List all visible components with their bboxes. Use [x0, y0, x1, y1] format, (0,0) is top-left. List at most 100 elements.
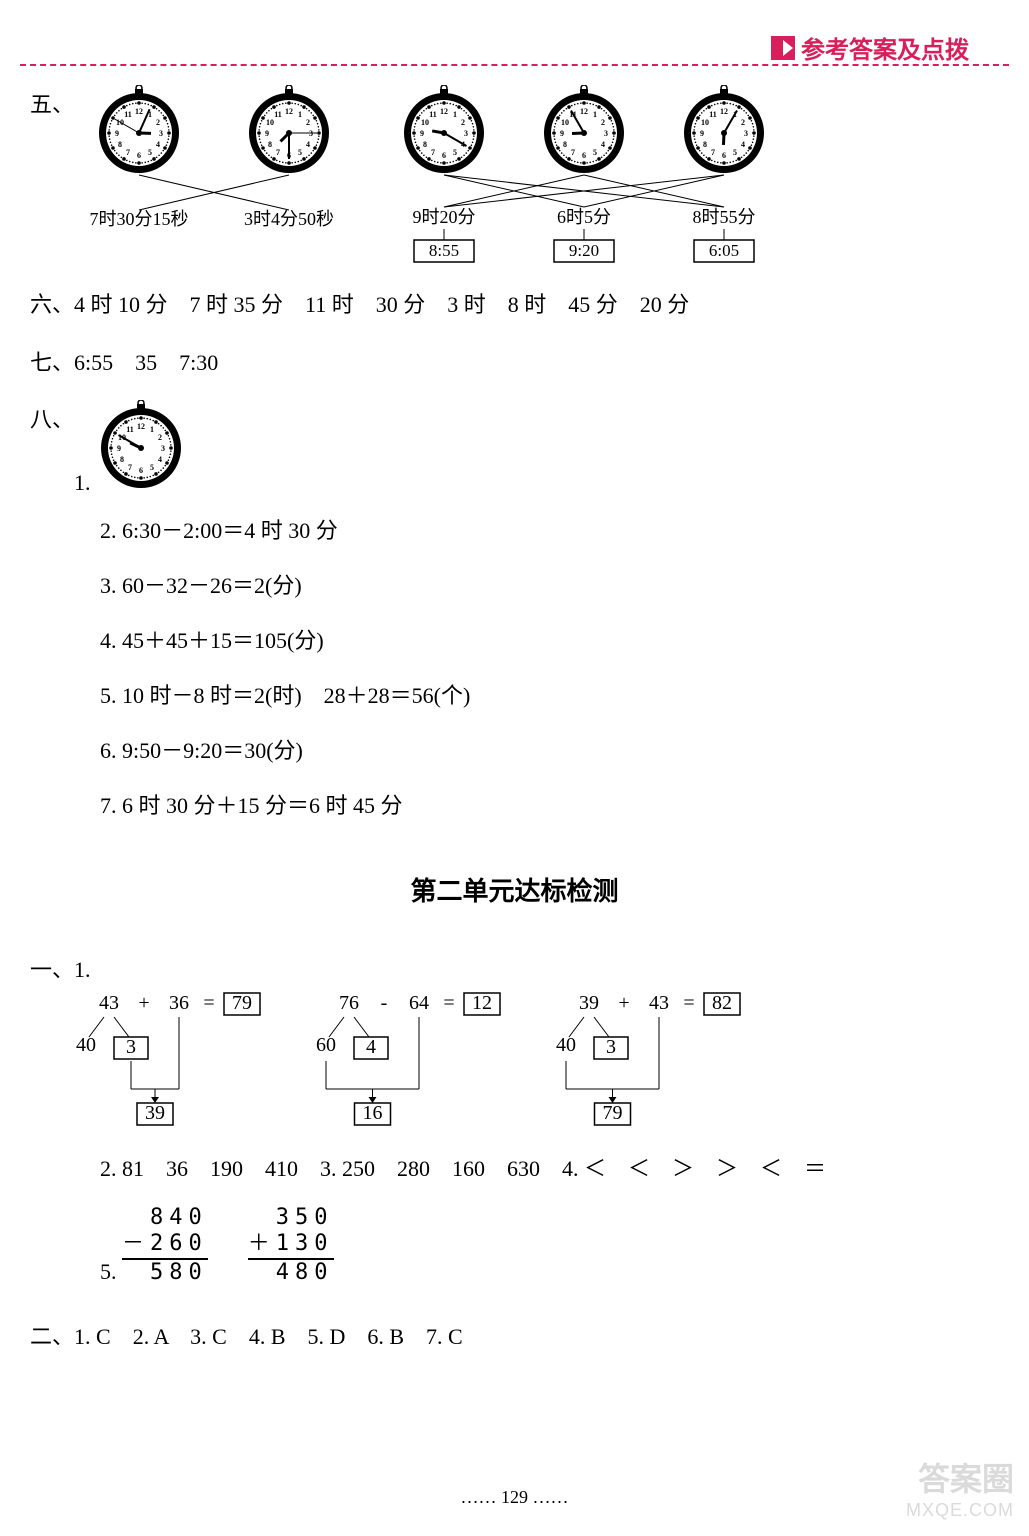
unit2-section-2-label: 二、 [30, 1324, 74, 1349]
svg-text:-: - [381, 992, 388, 1014]
svg-text:7: 7 [431, 148, 435, 157]
svg-text:4: 4 [741, 140, 745, 149]
svg-text:=: = [203, 992, 214, 1014]
unit2-section-1-sub: 2. 81 36 190 410 3. 250 280 160 630 4. ＜… [100, 1144, 999, 1297]
svg-text:76: 76 [339, 992, 359, 1014]
section-5-label: 五、 [30, 85, 74, 125]
svg-text:11: 11 [429, 110, 437, 119]
svg-text:5: 5 [733, 148, 737, 157]
svg-text:12: 12 [285, 107, 293, 116]
svg-text:4: 4 [601, 140, 605, 149]
section-8-item: 6. 9:50－9:20＝30(分) [100, 723, 999, 778]
vertical-calc: 350＋130 480 [248, 1205, 334, 1286]
svg-text:60: 60 [316, 1034, 336, 1056]
clock-cross-diagram-2: 123456789101112 123456789101112 12345678… [374, 85, 794, 265]
svg-text:9:20: 9:20 [569, 241, 599, 260]
svg-text:7: 7 [126, 148, 130, 157]
svg-text:11: 11 [709, 110, 717, 119]
section-5: 五、 123456789101112 123456789101112 7时30分… [30, 85, 999, 265]
section-6: 六、4 时 10 分 7 时 35 分 11 时 30 分 3 时 8 时 45… [30, 285, 999, 325]
svg-text:+: + [618, 992, 629, 1014]
svg-text:9时20分: 9时20分 [413, 207, 476, 227]
svg-text:3: 3 [464, 129, 468, 138]
label-g1-0: 7时30分15秒 [90, 209, 189, 229]
svg-text:8:55: 8:55 [429, 241, 459, 260]
svg-text:4: 4 [158, 455, 162, 464]
svg-text:6: 6 [722, 151, 726, 160]
svg-text:39: 39 [145, 1102, 165, 1124]
page-content: 五、 123456789101112 123456789101112 7时30分… [30, 85, 999, 1357]
clock-section8: 123456789101112 [96, 400, 186, 490]
split-problem: 43+36=7940339 [74, 989, 274, 1129]
svg-text:4: 4 [306, 140, 310, 149]
svg-text:7: 7 [571, 148, 575, 157]
svg-text:79: 79 [603, 1102, 623, 1124]
watermark-line1: 答案圈 [906, 1454, 1014, 1500]
section-8-item: 3. 60－32－26＝2(分) [100, 558, 999, 613]
svg-text:3: 3 [744, 129, 748, 138]
section-7: 七、6:55 35 7:30 [30, 343, 999, 383]
svg-text:10: 10 [266, 118, 274, 127]
svg-text:5: 5 [150, 463, 154, 472]
svg-text:6: 6 [582, 151, 586, 160]
section-8: 八、 1. 123456789101112 [30, 400, 999, 503]
svg-text:1: 1 [593, 110, 597, 119]
svg-text:=: = [443, 992, 454, 1014]
unit2-section-1: 一、 1. 43+36=794033976-64=126041639+43=82… [30, 950, 999, 1130]
section-7-label: 七、 [30, 350, 74, 375]
section-8-items: 2. 6:30－2:00＝4 时 30 分 3. 60－32－26＝2(分) 4… [100, 503, 999, 833]
svg-text:5: 5 [593, 148, 597, 157]
svg-text:1: 1 [453, 110, 457, 119]
svg-text:6: 6 [442, 151, 446, 160]
svg-text:1: 1 [298, 110, 302, 119]
svg-text:2: 2 [306, 118, 310, 127]
svg-text:6: 6 [139, 466, 143, 475]
svg-text:39: 39 [579, 992, 599, 1014]
header-title: 参考答案及点拨 [801, 30, 969, 65]
page-number: …… 129 …… [0, 1487, 1029, 1508]
svg-text:6时5分: 6时5分 [557, 207, 611, 227]
svg-text:3: 3 [159, 129, 163, 138]
svg-text:64: 64 [409, 992, 429, 1014]
svg-text:1: 1 [150, 425, 154, 434]
svg-text:9: 9 [420, 129, 424, 138]
svg-text:8: 8 [423, 140, 427, 149]
section-8-item: 7. 6 时 30 分＋15 分＝6 时 45 分 [100, 778, 999, 833]
svg-text:11: 11 [274, 110, 282, 119]
section-8-label: 八、 [30, 400, 74, 440]
svg-text:12: 12 [135, 107, 143, 116]
svg-text:11: 11 [124, 110, 132, 119]
section-8-item: 2. 6:30－2:00＝4 时 30 分 [100, 503, 999, 558]
svg-text:12: 12 [580, 107, 588, 116]
svg-text:=: = [683, 992, 694, 1014]
svg-text:9: 9 [700, 129, 704, 138]
svg-text:2: 2 [601, 118, 605, 127]
svg-text:10: 10 [421, 118, 429, 127]
clock-group-2: 123456789101112 123456789101112 12345678… [374, 85, 794, 265]
svg-text:10: 10 [561, 118, 569, 127]
svg-text:8: 8 [120, 455, 124, 464]
svg-text:4: 4 [156, 140, 160, 149]
header-divider [20, 64, 1009, 66]
svg-text:5: 5 [298, 148, 302, 157]
section-7-text: 6:55 35 7:30 [74, 350, 218, 375]
item5-label: 5. [100, 1259, 117, 1284]
item1-label: 1. [74, 957, 91, 982]
svg-text:10: 10 [701, 118, 709, 127]
svg-text:9: 9 [265, 129, 269, 138]
svg-text:7: 7 [276, 148, 280, 157]
unit2-title: 第二单元达标检测 [30, 868, 999, 915]
svg-text:2: 2 [461, 118, 465, 127]
svg-text:12: 12 [720, 107, 728, 116]
section-8-item1-label: 1. [74, 470, 91, 495]
svg-text:16: 16 [363, 1102, 383, 1124]
svg-text:36: 36 [169, 992, 189, 1014]
unit2-section-2: 二、1. C 2. A 3. C 4. B 5. D 6. B 7. C [30, 1317, 999, 1357]
svg-text:9: 9 [117, 444, 121, 453]
svg-text:2: 2 [741, 118, 745, 127]
svg-text:8: 8 [703, 140, 707, 149]
svg-text:9: 9 [115, 129, 119, 138]
section-8-item: 5. 10 时－8 时＝2(时) 28＋28＝56(个) [100, 668, 999, 723]
svg-text:5: 5 [148, 148, 152, 157]
svg-text:4: 4 [366, 1036, 376, 1058]
